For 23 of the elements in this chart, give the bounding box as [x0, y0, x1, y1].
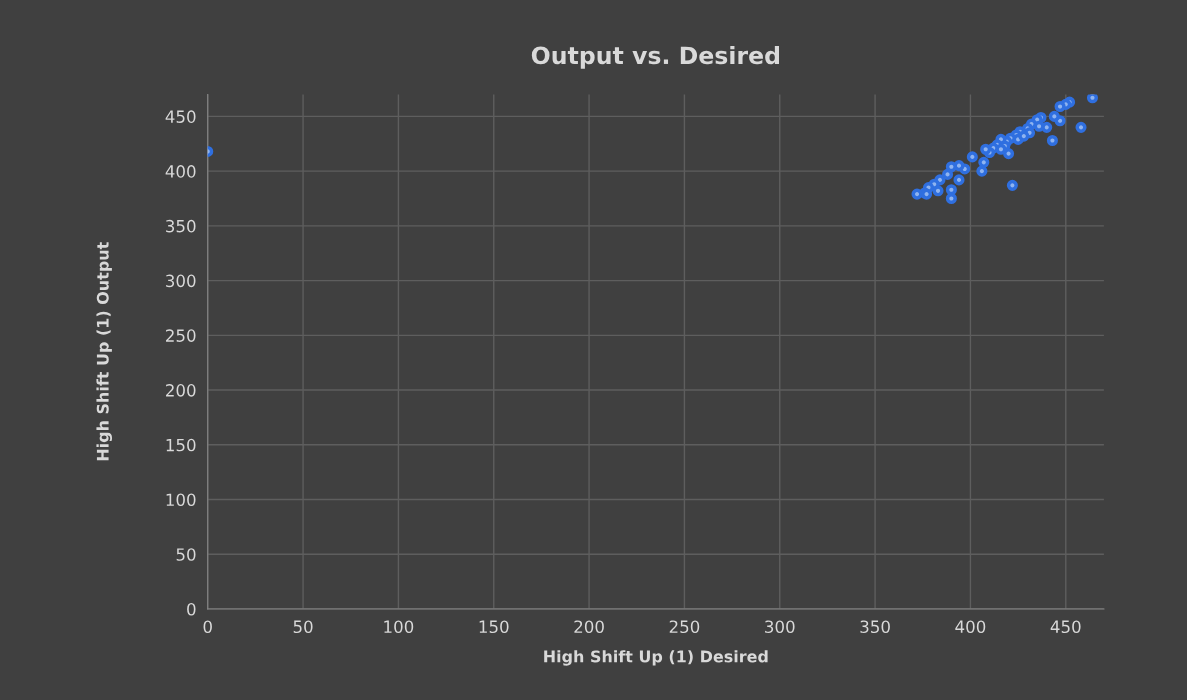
x-tick-label: 200	[574, 620, 604, 634]
chart-title: Output vs. Desired	[531, 46, 780, 69]
x-tick-label: 100	[384, 620, 414, 634]
x-tick-label: 250	[669, 620, 700, 634]
y-tick-label: 0	[187, 602, 196, 616]
x-tick-label: 350	[860, 620, 890, 634]
y-axis-title: High Shift Up (1) Output	[96, 242, 113, 461]
x-tick-label: 50	[293, 620, 313, 634]
y-tick-label: 400	[165, 165, 196, 178]
x-tick-label: 400	[955, 620, 986, 634]
y-tick-label: 250	[166, 329, 196, 342]
x-tick-label: 0	[203, 620, 212, 634]
y-tick-label: 350	[166, 219, 196, 233]
y-tick-label: 100	[166, 493, 196, 507]
y-tick-label: 300	[166, 274, 196, 288]
x-tick-label: 450	[1050, 620, 1081, 634]
y-tick-label: 450	[165, 110, 196, 123]
x-tick-label: 300	[765, 620, 795, 634]
x-tick-label: 150	[479, 620, 509, 634]
y-tick-label: 200	[166, 384, 196, 397]
y-tick-label: 150	[166, 438, 196, 452]
y-tick-label: 50	[176, 548, 196, 561]
x-axis-title: High Shift Up (1) Desired	[544, 650, 768, 666]
